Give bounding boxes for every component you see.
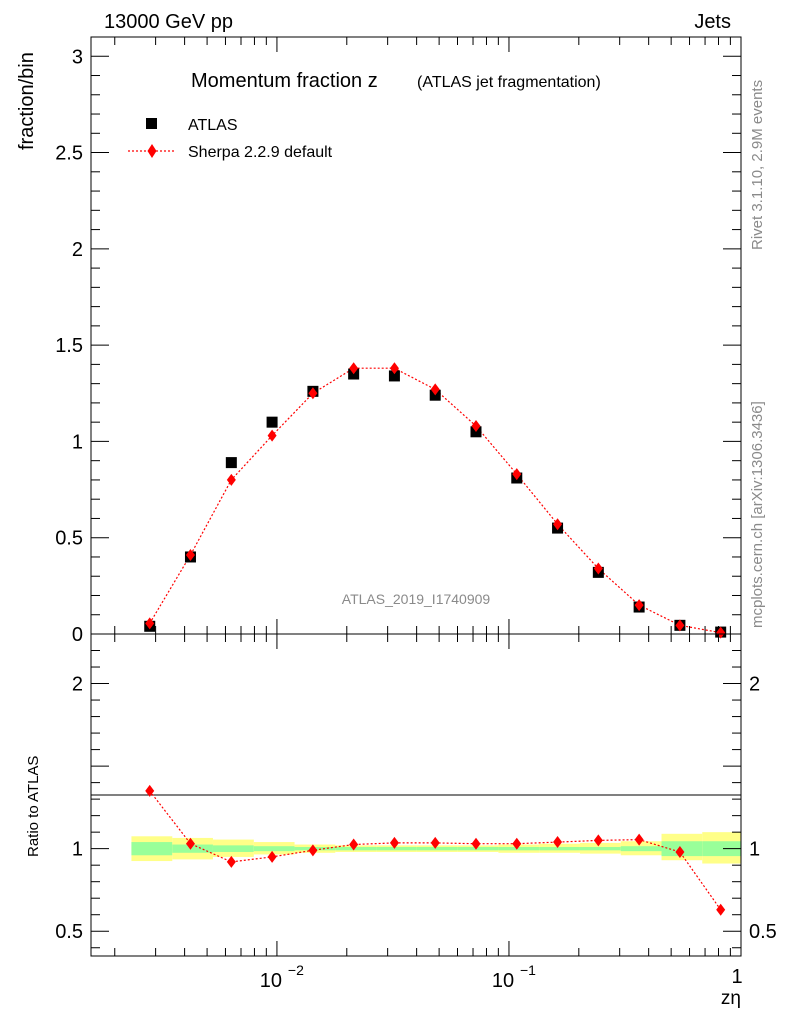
legend-atlas-label: ATLAS	[188, 117, 238, 134]
ratio-sherpa-point	[471, 837, 481, 850]
sherpa-point	[389, 362, 399, 375]
sherpa-point	[267, 429, 277, 442]
main-y-tick-label: 3	[72, 46, 83, 68]
ratio-y-tick-label-right: 1	[749, 839, 760, 861]
header-process: Jets	[694, 11, 731, 33]
x-tick-label-base: 10	[492, 970, 514, 992]
ratio-stat-band	[172, 844, 213, 853]
x-axis-label: zη	[721, 988, 741, 1009]
sherpa-point	[512, 468, 522, 481]
x-tick-label-base: 10	[260, 970, 282, 992]
ratio-sherpa-point	[389, 836, 399, 849]
main-y-tick-label: 2	[72, 239, 83, 261]
ratio-stat-band	[376, 847, 417, 851]
sherpa-point	[430, 383, 440, 396]
main-y-axis-label: fraction/bin	[16, 52, 38, 150]
ratio-sherpa-point	[267, 850, 277, 863]
ratio-stat-band	[416, 847, 458, 851]
ratio-sherpa-point	[430, 836, 440, 849]
legend-sherpa-marker	[147, 144, 157, 158]
sherpa-point	[634, 599, 644, 612]
ratio-stat-band	[335, 847, 377, 851]
ratio-y-tick-label-right: 2	[749, 674, 760, 696]
atlas-point	[266, 416, 278, 428]
sherpa-point	[226, 473, 236, 486]
sherpa-line	[149, 367, 721, 634]
ratio-y-tick-label-left: 1	[72, 839, 83, 861]
ratio-stat-band	[212, 845, 254, 852]
x-tick-label-exponent: −1	[520, 962, 536, 978]
ratio-stat-band	[457, 847, 499, 851]
ratio-sherpa-point	[716, 903, 726, 916]
ratio-stat-band	[620, 846, 662, 852]
main-y-tick-label: 1	[72, 431, 83, 453]
x-tick-label-base: 1	[731, 966, 742, 988]
sherpa-point	[185, 549, 195, 562]
ratio-sherpa-point	[593, 834, 603, 847]
ratio-y-axis-label: Ratio to ATLAS	[25, 756, 42, 857]
analysis-watermark: ATLAS_2019_I1740909	[342, 591, 491, 607]
ratio-sherpa-point	[512, 837, 522, 850]
main-plot-panel: 0 0.5 1 1.5 2 2.5 3 Momentum fraction z (ATLAS…	[16, 36, 742, 646]
ratio-plot-frame	[90, 633, 742, 957]
ratio-stat-band	[253, 846, 295, 852]
mcplots-credit-label: mcplots.cern.ch [arXiv:1306.3436]	[749, 401, 766, 628]
sherpa-point	[553, 518, 563, 531]
ratio-stat-band	[498, 847, 540, 851]
ratio-sherpa-point	[308, 844, 318, 857]
ratio-stat-band	[539, 847, 580, 851]
ratio-y-tick-label-right: 0.5	[749, 921, 777, 943]
sherpa-point	[471, 420, 481, 433]
ratio-stat-band	[702, 841, 741, 857]
ratio-plot-panel: 0.5 0.5 1 1 2 2 Ratio to ATLAS zη 10 −2 10 −1 1	[25, 633, 777, 1009]
main-title: Momentum fraction z	[191, 70, 378, 92]
main-y-tick-label: 0.5	[55, 528, 83, 550]
ratio-sherpa-point	[226, 855, 236, 868]
ratio-stat-band	[131, 842, 173, 856]
ratio-y-tick-label-left: 0.5	[55, 921, 83, 943]
atlas-point	[388, 370, 400, 382]
ratio-sherpa-point	[634, 833, 644, 846]
main-subtitle: (ATLAS jet fragmentation)	[417, 74, 601, 91]
ratio-sherpa-point	[553, 836, 563, 849]
main-y-tick-label: 2.5	[55, 143, 83, 165]
x-tick-label-exponent: −2	[288, 962, 304, 978]
main-y-tick-label: 0	[72, 624, 83, 646]
ratio-sherpa-point	[145, 784, 155, 797]
sherpa-point	[675, 619, 685, 632]
legend-atlas-marker	[146, 118, 157, 129]
ratio-sherpa-point	[185, 837, 195, 850]
sherpa-point	[349, 362, 359, 375]
ratio-stat-band	[579, 847, 621, 851]
ratio-sherpa-point	[349, 838, 359, 851]
sherpa-point	[145, 617, 155, 630]
main-y-tick-label: 1.5	[55, 335, 83, 357]
header-energy: 13000 GeV pp	[104, 11, 233, 33]
sherpa-point	[308, 387, 318, 400]
ratio-y-tick-label-left: 2	[72, 674, 83, 696]
atlas-point	[225, 457, 237, 469]
ratio-sherpa-point	[675, 845, 685, 858]
sherpa-point	[593, 562, 603, 575]
legend-sherpa-label: Sherpa 2.2.9 default	[188, 144, 333, 161]
rivet-version-label: Rivet 3.1.10, 2.9M events	[749, 80, 766, 250]
legend: ATLAS Sherpa 2.2.9 default	[128, 117, 333, 161]
